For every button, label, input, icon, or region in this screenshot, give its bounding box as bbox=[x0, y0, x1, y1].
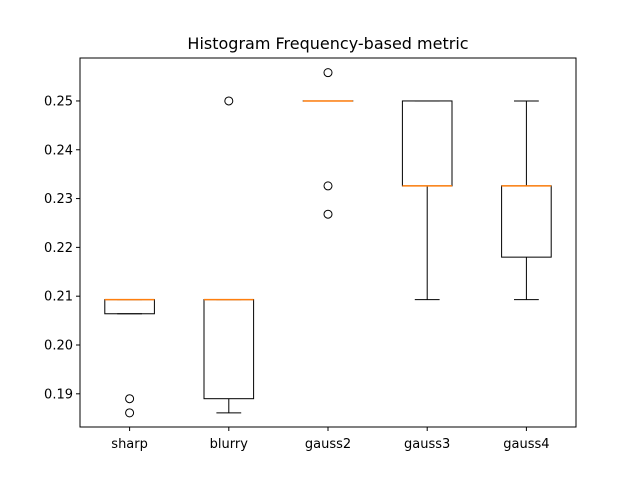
plot-area bbox=[104, 68, 552, 418]
outlier-point bbox=[125, 408, 135, 418]
outlier-point bbox=[323, 209, 333, 219]
y-tick-label: 0.25 bbox=[44, 94, 73, 109]
y-tick-label: 0.19 bbox=[44, 387, 73, 402]
x-tick-label: sharp bbox=[111, 437, 148, 452]
outlier-point bbox=[224, 96, 234, 106]
box-gauss3 bbox=[401, 100, 453, 301]
chart-title: Histogram Frequency-based metric bbox=[187, 34, 468, 53]
y-tick-label: 0.24 bbox=[44, 143, 73, 158]
x-tick-label: gauss2 bbox=[305, 437, 351, 452]
y-tick-label: 0.21 bbox=[44, 290, 73, 305]
plot-frame bbox=[79, 57, 577, 428]
box-blurry bbox=[203, 96, 255, 414]
x-tick-label: gauss4 bbox=[503, 437, 549, 452]
box-sharp bbox=[104, 298, 155, 418]
y-tick-label: 0.23 bbox=[44, 192, 73, 207]
y-tick-label: 0.20 bbox=[44, 339, 73, 354]
outlier-point bbox=[323, 181, 333, 191]
x-tick-label: gauss3 bbox=[404, 437, 450, 452]
outlier-point bbox=[323, 68, 333, 78]
box-gauss2 bbox=[302, 68, 354, 219]
x-tick-label: blurry bbox=[210, 437, 249, 452]
y-axis: 0.19 0.20 0.21 0.22 0.23 0.24 0.25 bbox=[44, 94, 80, 402]
outlier-point bbox=[125, 394, 135, 404]
box-gauss4 bbox=[501, 100, 552, 301]
x-axis: sharp blurry gauss2 gauss3 gauss4 bbox=[111, 427, 550, 452]
y-tick-label: 0.22 bbox=[44, 241, 73, 256]
